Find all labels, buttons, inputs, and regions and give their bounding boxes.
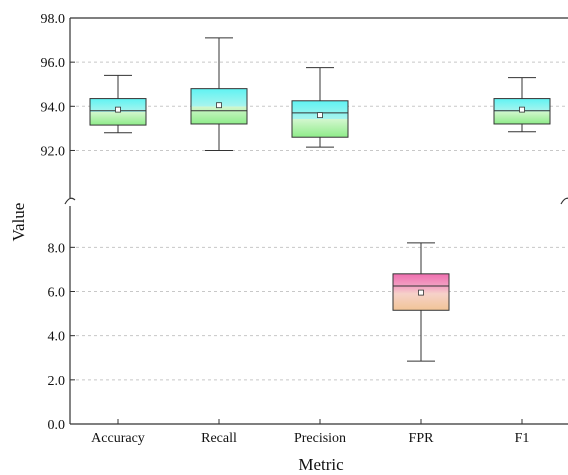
y-tick-label: 4.0 (48, 330, 66, 345)
box-accuracy (89, 74, 147, 134)
y-tick-label: 92.0 (41, 144, 66, 159)
mean-marker (418, 289, 424, 296)
box-precision (291, 67, 349, 148)
axis-labels: Metric Value (9, 203, 344, 474)
iqr-box (291, 100, 349, 138)
mean-marker (216, 102, 222, 109)
axis-break-mark-left (64, 197, 76, 205)
axis-break-mark-right (560, 197, 568, 205)
box-recall (190, 37, 248, 151)
y-tick-label: 98.0 (41, 12, 66, 27)
x-tick-label: Recall (201, 431, 237, 446)
x-tick-label: Accuracy (91, 431, 145, 446)
boxes (89, 37, 551, 362)
box-fpr (392, 242, 450, 362)
x-tick-label: FPR (409, 431, 435, 446)
y-tick-label: 96.0 (41, 56, 66, 71)
x-tick-label: F1 (515, 431, 530, 446)
mean-marker (317, 112, 323, 119)
mean-marker (519, 106, 525, 113)
x-axis-title: Metric (298, 455, 344, 474)
y-tick-label: 94.0 (41, 100, 66, 115)
y-tick-label: 2.0 (48, 374, 66, 389)
x-tick-label: Precision (294, 431, 346, 446)
y-tick-label: 8.0 (48, 241, 66, 256)
y-tick-label: 0.0 (48, 418, 66, 433)
y-tick-label: 6.0 (48, 286, 66, 301)
y-axis-title: Value (9, 203, 28, 242)
mean-marker (115, 106, 121, 113)
box-f1 (493, 77, 551, 133)
axes: 92.0 94.0 96.0 98.0 0.0 2.0 4.0 6.0 8.0 Accuracy R… (41, 12, 568, 446)
